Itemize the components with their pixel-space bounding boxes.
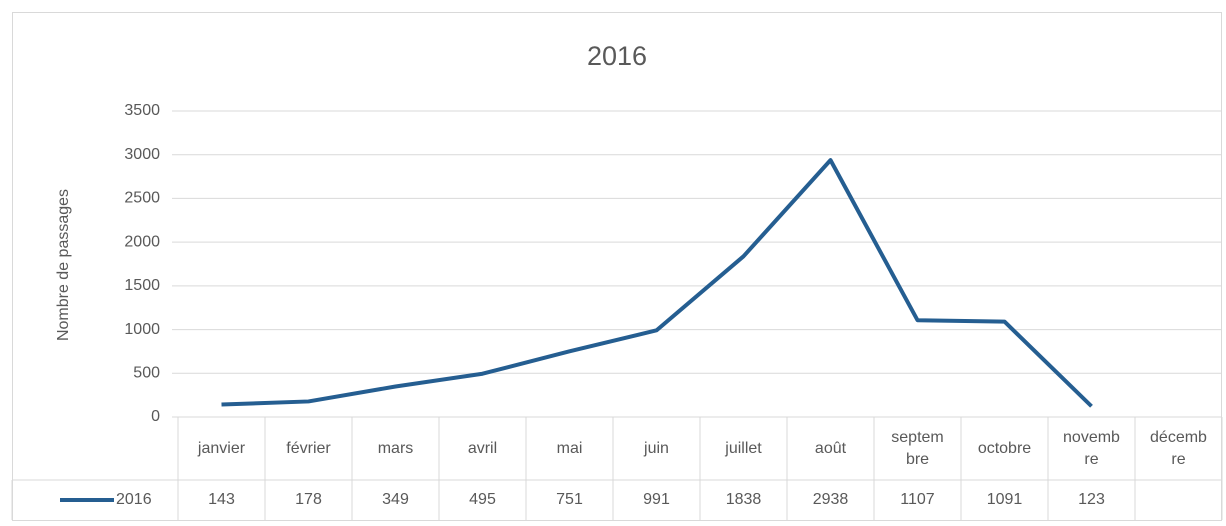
category-label: mai	[556, 439, 583, 457]
chart-border	[12, 12, 1222, 521]
table-value: 349	[382, 491, 409, 508]
table-value: 495	[469, 491, 496, 508]
series-line	[221, 158, 1093, 408]
table-value: 751	[556, 491, 583, 508]
category-label: février	[286, 439, 331, 457]
table-value: 1838	[725, 491, 762, 508]
table-value: 123	[1078, 491, 1105, 508]
y-tick-label: 3000	[124, 146, 160, 163]
category-label: mars	[377, 439, 414, 457]
y-tick-label: 500	[133, 365, 160, 382]
y-tick-label: 1500	[124, 277, 160, 294]
category-label: juin	[644, 439, 669, 457]
y-tick-label: 3500	[124, 102, 160, 119]
table-value: 2938	[812, 491, 849, 508]
category-label: juillet	[725, 439, 762, 457]
y-tick-label: 2500	[124, 190, 160, 207]
category-label: janvier	[197, 439, 246, 457]
category-label: décembre	[1150, 428, 1207, 468]
table-value: 991	[643, 491, 670, 508]
table-value: 1107	[900, 491, 935, 508]
category-label: septembre	[891, 428, 944, 468]
legend-label: 2016	[116, 491, 152, 508]
y-tick-label: 2000	[124, 233, 160, 250]
category-label: août	[814, 439, 847, 457]
category-label: octobre	[977, 439, 1032, 457]
y-tick-label: 1000	[124, 321, 160, 338]
table-value: 1091	[986, 491, 1023, 508]
y-tick-label: 0	[151, 408, 160, 425]
table-value: 178	[295, 491, 322, 508]
table-value: 143	[208, 491, 235, 508]
category-label: avril	[467, 439, 498, 457]
category-label: novembre	[1063, 428, 1120, 468]
y-axis-label: Nombre de passages	[55, 189, 72, 341]
chart-title: 2016	[587, 41, 647, 71]
